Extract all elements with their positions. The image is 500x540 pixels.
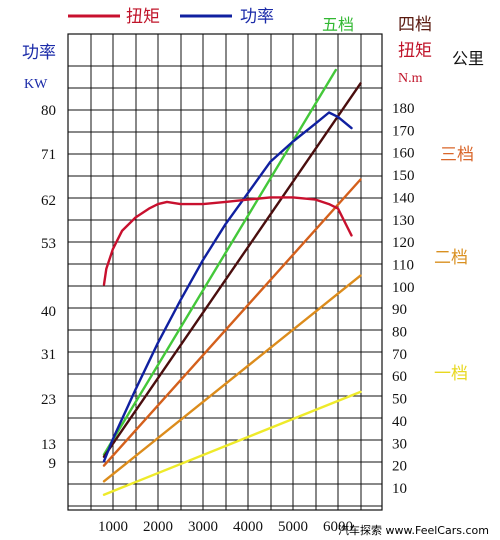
right-axis-ticks: 10 20 30 40 50 60 70 80 90 100 110 120 130 140 150 160 1… bbox=[392, 101, 415, 497]
grid bbox=[67, 33, 383, 511]
x-tick-label: 1000 bbox=[98, 519, 128, 535]
gear-label-4: 四档 bbox=[398, 15, 432, 34]
left-tick-label: 71 bbox=[41, 147, 56, 163]
watermark: 汽车探索 www.FeelCars.com bbox=[338, 523, 489, 537]
series-line-torque bbox=[102, 196, 353, 286]
legend-label-power: 功率 bbox=[240, 7, 274, 26]
x-tick-label: 6000 bbox=[323, 519, 353, 535]
right-tick-label: 60 bbox=[392, 369, 407, 385]
right-tick-label: 10 bbox=[392, 481, 407, 497]
right-tick-label: 160 bbox=[392, 146, 415, 162]
right-axis-title: 扭矩 bbox=[398, 41, 432, 60]
gear-axis-label: 公里 bbox=[452, 50, 484, 68]
right-tick-label: 80 bbox=[392, 325, 407, 341]
left-tick-label: 13 bbox=[41, 437, 56, 453]
series-line-gear-5 bbox=[102, 68, 337, 456]
right-tick-label: 90 bbox=[392, 302, 407, 318]
right-tick-label: 140 bbox=[392, 190, 415, 206]
right-tick-label: 100 bbox=[392, 280, 415, 296]
legend: 扭矩 功率 bbox=[68, 7, 274, 26]
left-tick-label: 9 bbox=[49, 456, 57, 472]
right-tick-label: 40 bbox=[392, 414, 407, 430]
series-line-gear-3 bbox=[102, 178, 362, 467]
left-tick-label: 62 bbox=[41, 193, 56, 209]
right-tick-label: 150 bbox=[392, 168, 415, 184]
right-axis-unit: N.m bbox=[398, 71, 423, 86]
right-tick-label: 180 bbox=[392, 101, 415, 117]
right-tick-label: 110 bbox=[392, 257, 414, 273]
left-tick-label: 40 bbox=[41, 304, 56, 320]
left-tick-label: 23 bbox=[41, 392, 56, 408]
series-line-gear-1 bbox=[102, 390, 362, 496]
left-tick-label: 80 bbox=[41, 103, 56, 119]
plot-frame bbox=[67, 33, 383, 511]
left-axis-ticks: 9 13 23 31 40 53 62 71 80 bbox=[41, 103, 56, 472]
gear-label-2: 二档 bbox=[434, 248, 468, 267]
series-group bbox=[102, 68, 362, 496]
right-tick-label: 70 bbox=[392, 347, 407, 363]
left-axis-title: 功率 bbox=[22, 43, 56, 62]
left-tick-label: 53 bbox=[41, 236, 56, 252]
series-line-gear-2 bbox=[102, 274, 362, 483]
right-tick-label: 50 bbox=[392, 392, 407, 408]
x-tick-label: 4000 bbox=[233, 519, 263, 535]
x-tick-label: 5000 bbox=[278, 519, 308, 535]
right-tick-label: 20 bbox=[392, 459, 407, 475]
right-tick-label: 130 bbox=[392, 213, 415, 229]
right-tick-label: 120 bbox=[392, 235, 415, 251]
legend-label-torque: 扭矩 bbox=[126, 7, 160, 26]
gear-label-3: 三档 bbox=[440, 145, 474, 164]
left-tick-label: 31 bbox=[41, 347, 56, 363]
right-tick-label: 170 bbox=[392, 123, 415, 139]
series-line-gear-4 bbox=[102, 82, 362, 458]
gear-label-5: 五档 bbox=[322, 16, 354, 34]
x-tick-label: 2000 bbox=[143, 519, 173, 535]
left-axis-unit: KW bbox=[24, 77, 48, 92]
gear-label-1: 一档 bbox=[434, 364, 468, 383]
right-tick-label: 30 bbox=[392, 436, 407, 452]
series-line-power bbox=[102, 111, 353, 463]
x-axis-ticks: 1000 2000 3000 4000 5000 6000 bbox=[98, 519, 353, 535]
x-tick-label: 3000 bbox=[188, 519, 218, 535]
